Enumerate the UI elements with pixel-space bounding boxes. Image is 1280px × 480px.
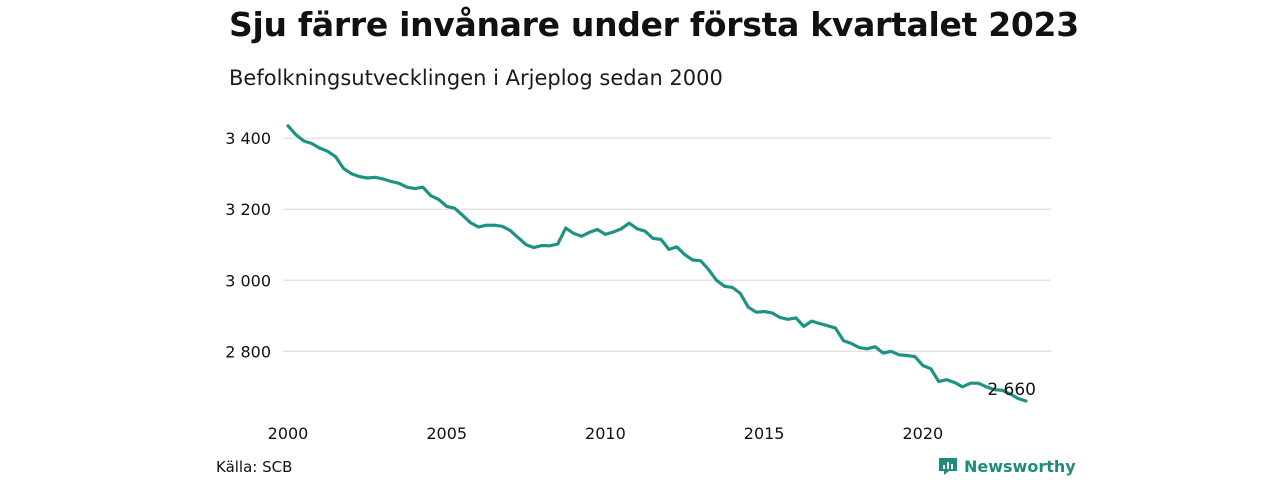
y-axis-ticks: 2 800 3 000 3 200 3 400: [225, 129, 271, 361]
chart-subtitle: Befolkningsutvecklingen i Arjeplog sedan…: [229, 66, 723, 90]
chart-title: Sju färre invånare under första kvartale…: [229, 5, 1079, 44]
x-tick-label: 2015: [744, 424, 785, 443]
annotation-layer: 2 660: [987, 380, 1036, 400]
y-tick-label: 3 400: [225, 129, 271, 148]
y-tick-label: 3 000: [225, 271, 271, 290]
series-line-0: [286, 124, 1028, 403]
brand-name: Newsworthy: [964, 456, 1076, 476]
y-tick-label: 2 800: [225, 342, 271, 361]
x-tick-label: 2010: [585, 424, 626, 443]
end-value-label: 2 660: [987, 380, 1036, 400]
newsworthy-logo-icon: [939, 458, 957, 475]
x-tick-label: 2000: [268, 424, 309, 443]
source-label: Källa: SCB: [216, 458, 293, 476]
y-tick-label: 3 200: [225, 200, 271, 219]
x-tick-label: 2020: [902, 424, 943, 443]
x-tick-label: 2005: [426, 424, 467, 443]
brand-logo-group[interactable]: Newsworthy: [938, 456, 1076, 476]
series-layer: [286, 124, 1028, 403]
x-axis-ticks: 2000 2005 2010 2015 2020: [268, 424, 944, 443]
grid-lines: [283, 137, 1051, 352]
